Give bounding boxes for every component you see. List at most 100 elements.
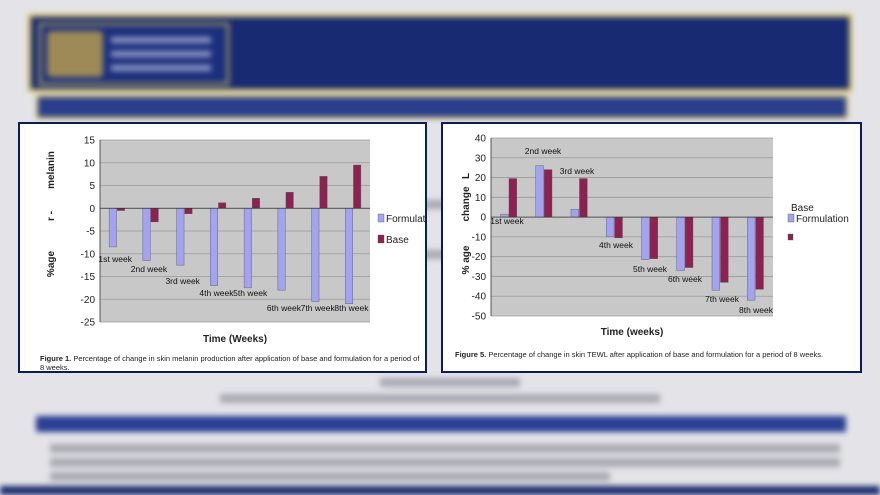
legend-label-formulation: Formulation [796, 214, 849, 225]
y-tick-label: 10 [84, 158, 96, 169]
y-tick-label: -40 [472, 292, 487, 303]
bar-base-2 [544, 169, 553, 218]
y-tick-label: 20 [475, 173, 487, 184]
bar-base-4 [218, 202, 227, 209]
text-line [380, 378, 520, 387]
y-tick-label: 0 [480, 213, 486, 224]
x-axis-title: Time (Weeks) [203, 334, 267, 345]
category-label: 6th week [267, 303, 302, 313]
journal-citation-band [36, 95, 848, 119]
category-label: 5th week [633, 264, 668, 274]
legend-swatch-formulation [787, 213, 795, 223]
figure-5-caption: Figure 5. Percentage of change in skin T… [455, 350, 845, 359]
y-tick-label: 30 [475, 153, 487, 164]
y-axis-title-bottom: %age [46, 251, 57, 278]
y-tick-label: -25 [81, 318, 96, 329]
category-label: 1st week [490, 216, 524, 226]
bar-formulation-4 [210, 208, 218, 286]
abstract-heading-bar [36, 416, 846, 432]
bar-formulation-7 [311, 208, 320, 302]
y-axis-title-top: melanin [46, 151, 57, 189]
y-tick-label: -5 [86, 227, 95, 238]
bar-formulation-4 [606, 216, 615, 238]
text-line [50, 444, 840, 453]
bar-formulation-3 [570, 208, 579, 218]
y-tick-label: 5 [89, 181, 95, 192]
legend-label-base: Base [791, 203, 814, 214]
y-tick-label: 40 [475, 134, 487, 145]
bar-formulation-5 [243, 208, 252, 289]
y-axis-title-mid: L [461, 173, 472, 179]
bar-formulation-1 [108, 208, 117, 248]
text-line [220, 394, 660, 403]
tewl-chart: 40 30 20 10 0 -10 -20 -30 -40 -50 1st week 2nd week… [461, 134, 849, 339]
legend-swatch-base [787, 233, 794, 241]
y-tick-label: -15 [81, 272, 96, 283]
bar-formulation-7 [711, 216, 720, 291]
category-label: 5th week [233, 288, 268, 298]
category-label: 4th week [599, 240, 634, 250]
bar-base-1 [508, 178, 517, 218]
y-axis-title-top: change [461, 186, 472, 221]
bar-base-5 [649, 216, 658, 259]
category-label: 8th week [334, 303, 369, 313]
figure-1-caption: Figure 1. Percentage of change in skin m… [40, 354, 420, 372]
journal-logo [39, 23, 229, 85]
bar-base-6 [685, 216, 694, 268]
y-tick-label: -30 [472, 272, 487, 283]
bar-formulation-6 [676, 216, 685, 271]
bar-base-3 [184, 208, 193, 214]
journal-header [28, 14, 852, 92]
bar-base-6 [285, 192, 294, 209]
category-label: 2nd week [525, 146, 562, 156]
y-tick-label: -10 [81, 249, 96, 260]
caption-label: Figure 1. [40, 354, 72, 363]
text-line [50, 472, 610, 481]
bar-formulation-2 [142, 208, 151, 261]
logo-text-line [111, 37, 211, 43]
bar-formulation-8 [345, 208, 353, 305]
bar-formulation-5 [641, 216, 650, 260]
category-label: 6th week [668, 274, 703, 284]
y-tick-label: 0 [89, 204, 95, 215]
bar-base-8 [755, 216, 764, 290]
y-tick-label: -50 [472, 312, 487, 323]
category-label: 3rd week [560, 166, 595, 176]
logo-mark [47, 31, 103, 77]
category-label: 4th week [199, 288, 234, 298]
bar-formulation-3 [176, 208, 185, 266]
category-label: 2nd week [131, 264, 168, 274]
category-label: 3rd week [165, 276, 200, 286]
bar-base-2 [150, 208, 159, 223]
figure-5-panel: 40 30 20 10 0 -10 -20 -30 -40 -50 1st week 2nd week… [441, 122, 862, 373]
category-label: 1st week [98, 254, 132, 264]
category-label: 8th week [739, 305, 774, 315]
legend-label-formulation: Formulation [386, 214, 425, 225]
legend-swatch-base [377, 234, 385, 244]
logo-text-line [111, 51, 211, 57]
y-axis-title-mid: r - [46, 211, 57, 221]
figure-1-panel: 15 10 5 0 -5 -10 -15 -20 -25 1st week 2nd week 3rd … [18, 122, 427, 373]
y-tick-label: 15 [84, 136, 96, 147]
y-axis-title-bottom: % age [461, 245, 472, 274]
y-tick-label: -20 [81, 295, 96, 306]
caption-text: Percentage of change in skin TEWL after … [486, 350, 824, 359]
legend-label-base: Base [386, 235, 409, 246]
bar-base-5 [252, 198, 260, 209]
plot-area [491, 138, 773, 316]
bar-formulation-2 [535, 165, 544, 218]
bar-base-3 [579, 178, 588, 218]
caption-text: Percentage of change in skin melanin pro… [40, 354, 420, 372]
footer-bar [0, 486, 880, 495]
logo-text-line [111, 65, 211, 71]
caption-label: Figure 5. [455, 350, 487, 359]
bar-base-8 [353, 164, 362, 209]
bar-base-7 [319, 176, 328, 209]
x-axis-title: Time (weeks) [601, 327, 664, 338]
bar-base-4 [614, 216, 623, 239]
y-tick-label: -20 [472, 252, 487, 263]
text-line [50, 458, 840, 467]
bar-formulation-8 [747, 216, 756, 301]
legend-swatch-formulation [377, 213, 385, 223]
